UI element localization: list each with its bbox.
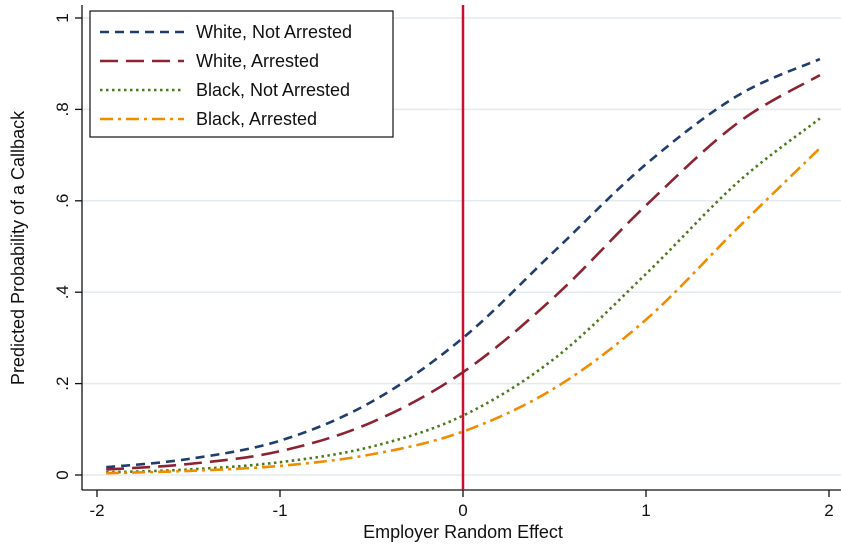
- y-tick-label: .2: [53, 377, 72, 391]
- legend-label-3: Black, Not Arrested: [196, 80, 350, 100]
- legend-label-1: White, Not Arrested: [196, 22, 352, 42]
- x-tick-label: 0: [458, 501, 467, 520]
- y-axis-title: Predicted Probability of a Callback: [8, 110, 28, 385]
- series-line-2: [106, 73, 821, 471]
- series-line-4: [106, 147, 821, 475]
- y-tick-label: 0: [53, 470, 72, 479]
- x-tick-label: 1: [641, 501, 650, 520]
- x-tick-label: -1: [272, 501, 287, 520]
- legend-box: [89, 10, 394, 138]
- y-tick-label: .4: [53, 285, 72, 299]
- x-tick-label: -2: [89, 501, 104, 520]
- x-axis-title: Employer Random Effect: [363, 522, 563, 542]
- x-tick-label: 2: [824, 501, 833, 520]
- y-tick-label: .6: [53, 194, 72, 208]
- legend-label-4: Black, Arrested: [196, 109, 317, 129]
- y-tick-label: .8: [53, 102, 72, 116]
- series-line-1: [106, 57, 821, 469]
- legend: White, Not Arrested White, Arrested Black,…: [89, 10, 394, 138]
- axes: 0 .2 .4 .6 .8 1 -2 -1 0 1 2: [53, 5, 841, 520]
- series-lines: [106, 57, 821, 475]
- y-tick-label: 1: [53, 13, 72, 22]
- legend-label-2: White, Arrested: [196, 51, 319, 71]
